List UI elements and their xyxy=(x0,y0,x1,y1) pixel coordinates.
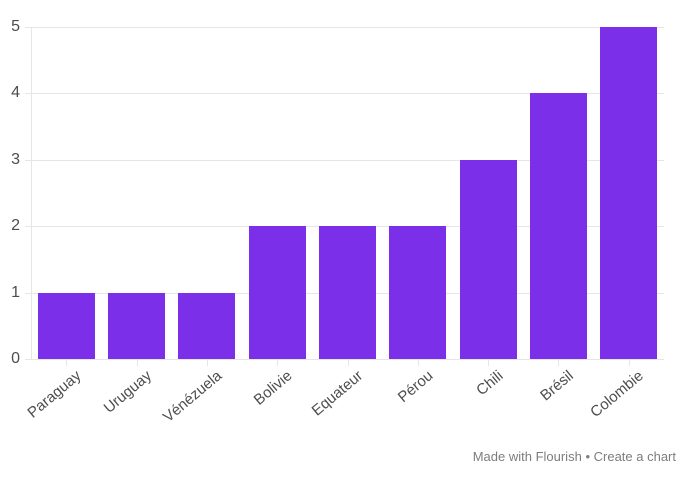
x-tick-label: Colombie xyxy=(587,367,648,421)
bar-vénézuela[interactable] xyxy=(178,292,236,359)
gridline-y-3 xyxy=(31,160,664,161)
bar-bolivie[interactable] xyxy=(248,226,306,359)
bar-equateur[interactable] xyxy=(319,226,376,359)
bar-brésil[interactable] xyxy=(530,93,587,359)
y-axis-line xyxy=(31,27,32,360)
x-tick-mark xyxy=(418,360,419,366)
x-tick-label: Bolivie xyxy=(250,367,296,409)
x-tick-label: Pérou xyxy=(394,367,437,406)
x-tick-label: Chili xyxy=(473,367,507,400)
y-tick-mark xyxy=(25,27,31,28)
x-tick-mark xyxy=(348,360,349,366)
create-a-chart-link[interactable]: Create a chart xyxy=(593,449,676,464)
x-tick-label: Brésil xyxy=(537,367,577,405)
bar-chili[interactable] xyxy=(459,159,517,359)
x-tick-mark xyxy=(207,360,208,366)
bar-pérou[interactable] xyxy=(389,226,447,359)
y-tick-mark xyxy=(25,226,31,227)
y-tick-label: 1 xyxy=(11,284,20,301)
footer-separator: • xyxy=(585,449,590,464)
x-tick-label: Paraguay xyxy=(24,367,85,422)
x-tick-mark xyxy=(629,360,630,366)
x-tick-mark xyxy=(277,360,278,366)
made-with-flourish-link[interactable]: Made with Flourish xyxy=(472,449,582,464)
bar-uruguay[interactable] xyxy=(108,292,165,359)
x-tick-label: Equateur xyxy=(308,367,366,420)
x-tick-label: Vénézuela xyxy=(159,367,226,426)
y-tick-mark xyxy=(25,160,31,161)
flourish-footer: Made with Flourish • Create a chart xyxy=(473,449,676,464)
gridline-y-5 xyxy=(31,27,664,28)
x-tick-mark xyxy=(66,360,67,366)
x-tick-mark xyxy=(558,360,559,366)
y-tick-label: 5 xyxy=(11,18,20,35)
y-tick-label: 2 xyxy=(11,217,20,234)
y-tick-mark xyxy=(25,293,31,294)
bar-colombie[interactable] xyxy=(600,27,658,359)
x-tick-mark xyxy=(137,360,138,366)
y-tick-label: 0 xyxy=(11,350,20,367)
bar-paraguay[interactable] xyxy=(37,292,95,359)
x-tick-label: Uruguay xyxy=(100,367,155,417)
gridline-y-4 xyxy=(31,93,664,94)
x-tick-mark xyxy=(488,360,489,366)
y-tick-label: 4 xyxy=(11,84,20,101)
gridline-y-0 xyxy=(31,359,664,360)
y-tick-mark xyxy=(25,93,31,94)
y-tick-label: 3 xyxy=(11,151,20,168)
y-tick-mark xyxy=(25,359,31,360)
